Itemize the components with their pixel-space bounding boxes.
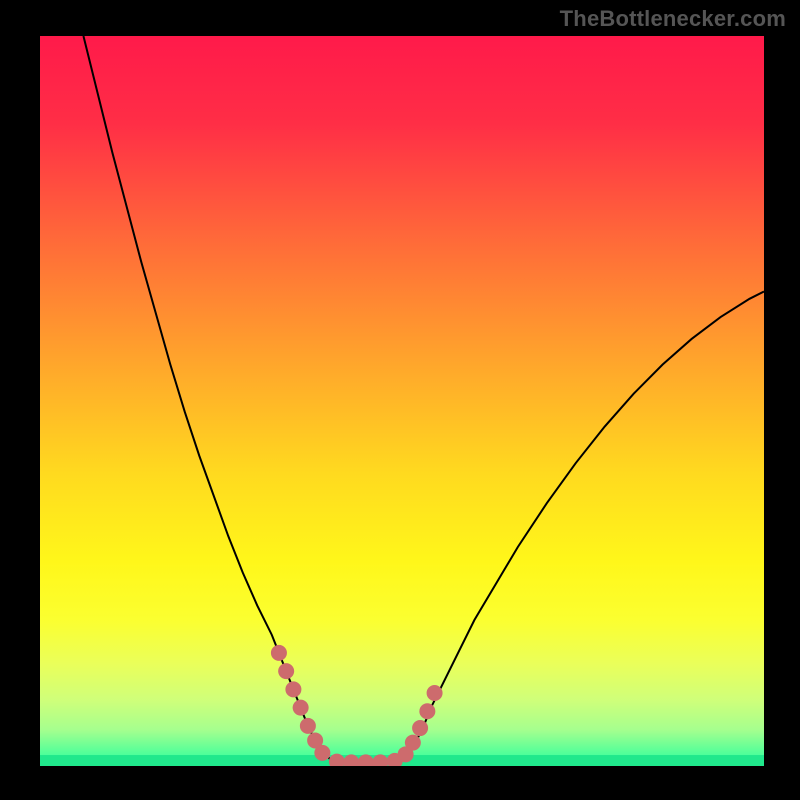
watermark-text: TheBottlenecker.com [560,6,786,32]
marker-dot [285,681,301,697]
marker-dot [314,745,330,761]
plot-area [40,36,764,766]
stage: TheBottlenecker.com [0,0,800,800]
marker-dot [300,718,316,734]
plot-svg [40,36,764,766]
heat-gradient-background [40,36,764,766]
marker-dot [427,685,443,701]
marker-dot [278,663,294,679]
marker-dot [412,720,428,736]
marker-dot [419,703,435,719]
marker-dot [405,735,421,751]
marker-dot [293,700,309,716]
marker-dot [271,645,287,661]
